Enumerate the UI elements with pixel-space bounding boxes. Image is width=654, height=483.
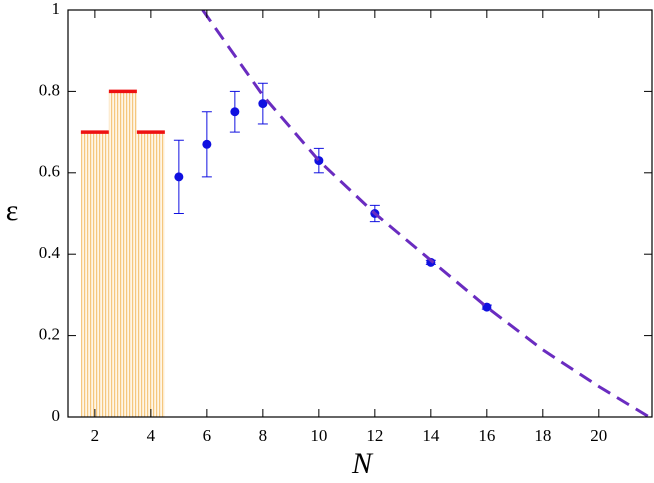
point [174,172,184,182]
plot-frame [67,9,653,418]
fit-curve [201,10,650,417]
point [258,99,268,109]
x-tick-label: 16 [478,426,495,445]
y-tick-label: 0.4 [39,243,61,262]
y-axis-label: ε [6,194,19,227]
x-axis-label: N [351,447,374,480]
y-tick-label: 0.2 [39,325,60,344]
x-tick-label: 4 [147,426,156,445]
x-tick-label: 10 [310,426,327,445]
y-tick-label: 0.6 [39,162,60,181]
x-tick-label: 8 [259,426,268,445]
x-tick-label: 6 [203,426,212,445]
bar [108,91,137,418]
x-tick-label: 2 [91,426,100,445]
point [230,107,240,117]
bar [80,132,109,417]
bar [136,132,165,417]
x-tick-label: 12 [366,426,383,445]
point [202,139,212,149]
y-tick-label: 0.8 [39,80,60,99]
x-tick-label: 20 [590,426,607,445]
y-tick-label: 1 [52,0,61,18]
x-tick-label: 14 [422,426,440,445]
y-tick-label: 0 [52,406,61,425]
point [482,302,492,312]
x-tick-label: 18 [534,426,551,445]
